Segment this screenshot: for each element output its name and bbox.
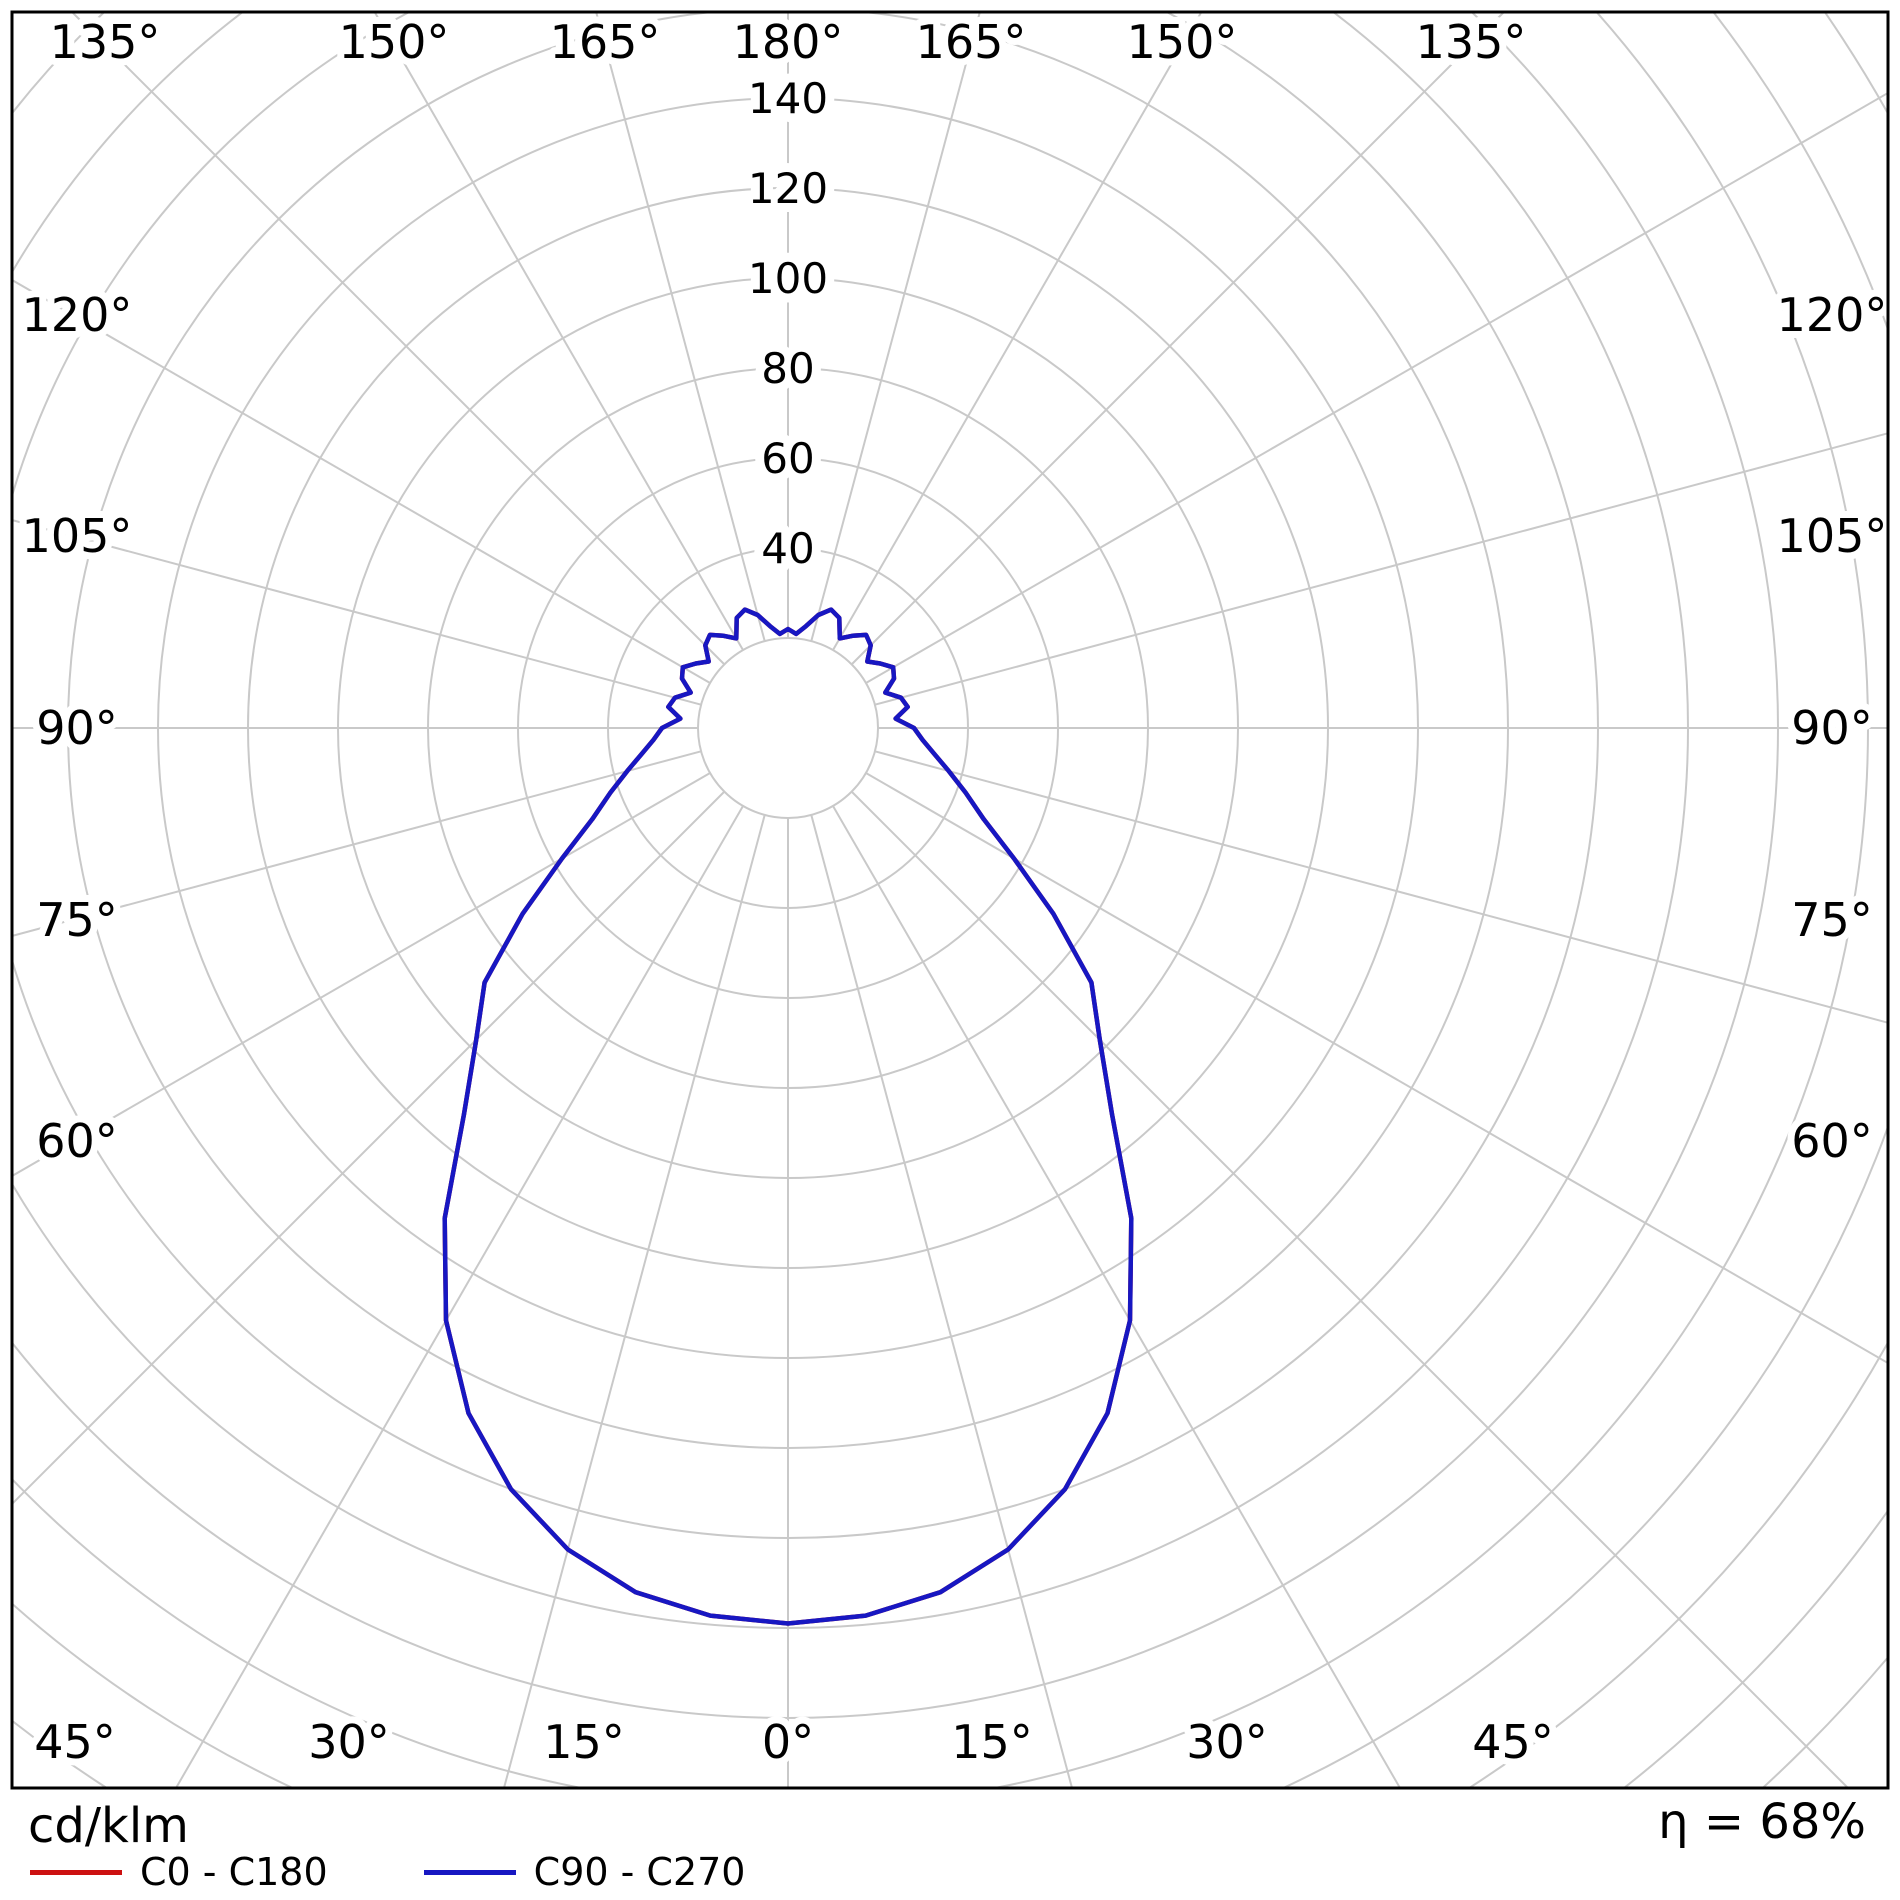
angle-label: 75° <box>1791 893 1873 947</box>
angle-label: 75° <box>36 893 118 947</box>
angle-label: 45° <box>34 1715 116 1769</box>
legend-item-c0-c180: C0 - C180 <box>30 1850 328 1894</box>
unit-label: cd/klm <box>28 1798 189 1854</box>
angle-label: 0° <box>762 1715 814 1769</box>
grid-spoke <box>810 814 1073 1787</box>
grid-spoke <box>175 805 744 1787</box>
radial-tick-label: 120 <box>748 164 828 213</box>
grid-spoke <box>874 432 1887 706</box>
legend-label-c0-c180: C0 - C180 <box>140 1850 328 1894</box>
polar-grid-and-curves <box>0 0 1900 1792</box>
legend: C0 - C180 C90 - C270 <box>30 1850 745 1894</box>
grid-spoke <box>810 13 981 642</box>
grid-spoke <box>13 519 702 706</box>
grid-spoke <box>13 772 711 1177</box>
grid-spoke <box>71 13 726 666</box>
radial-tick-label: 140 <box>748 74 828 123</box>
polar-photometric-chart: 40 60 80 100 120 140 135° 150° 165° 180° 165° 150° 1… <box>0 0 1900 1792</box>
angle-label: 105° <box>22 509 133 563</box>
angle-label: 180° <box>733 15 844 69</box>
angle-label: 165° <box>550 15 661 69</box>
grid-spoke <box>865 772 1887 1364</box>
angle-label: 45° <box>1472 1715 1554 1769</box>
grid-spoke <box>874 750 1887 1024</box>
efficiency-label: η = 68% <box>1658 1794 1866 1850</box>
grid-circle <box>13 13 1689 1629</box>
grid-spoke <box>832 805 1401 1787</box>
angle-label: 105° <box>1777 509 1888 563</box>
angle-label: 150° <box>1127 15 1238 69</box>
chart-footer: cd/klm η = 68% C0 - C180 C90 - C270 <box>0 1792 1900 1900</box>
angle-label: 135° <box>1416 15 1527 69</box>
grid-spoke <box>832 13 1202 651</box>
angle-label: 30° <box>1186 1715 1268 1769</box>
grid-circle <box>13 13 1869 1787</box>
angle-label: 30° <box>308 1715 390 1769</box>
angle-label: 165° <box>916 15 1027 69</box>
intensity-curve-C90-C270 <box>442 607 1134 1626</box>
chart-border <box>10 10 1890 1790</box>
grid-spoke <box>595 13 766 642</box>
grid-spoke <box>374 13 744 651</box>
radial-tick-label: 100 <box>748 254 828 303</box>
grid-spoke <box>13 750 702 937</box>
angle-label: 135° <box>50 15 161 69</box>
angle-label: 120° <box>22 288 133 342</box>
grid-circle <box>1761 1656 1887 1787</box>
angle-label: 120° <box>1777 288 1888 342</box>
grid-spoke <box>13 279 711 684</box>
legend-line-c0-c180 <box>30 1869 122 1875</box>
grid-circle <box>13 13 1599 1539</box>
angle-label: 90° <box>1791 701 1873 755</box>
grid-spoke <box>13 790 726 1505</box>
grid-circle <box>1623 1510 1887 1787</box>
legend-item-c90-c270: C90 - C270 <box>423 1850 746 1894</box>
grid-spoke <box>850 790 1849 1787</box>
radial-tick-label: 80 <box>761 344 814 393</box>
grid-spoke <box>865 92 1887 684</box>
grid-circle <box>13 13 1887 1787</box>
angle-label: 90° <box>36 701 118 755</box>
grid-circle <box>13 13 1779 1719</box>
angle-label: 60° <box>1791 1114 1873 1168</box>
radial-tick-label: 40 <box>761 524 814 573</box>
grid-circle <box>13 13 1887 1787</box>
angle-label: 15° <box>951 1715 1033 1769</box>
radial-tick-label: 60 <box>761 434 814 483</box>
angle-label: 60° <box>36 1114 118 1168</box>
grid-circle <box>0 0 1900 1792</box>
grid-spoke <box>850 13 1505 666</box>
grid-spoke <box>503 814 766 1787</box>
legend-label-c90-c270: C90 - C270 <box>533 1850 746 1894</box>
angle-label: 150° <box>339 15 450 69</box>
legend-line-c90-c270 <box>423 1869 516 1875</box>
grid-circle <box>697 637 879 819</box>
angle-label: 15° <box>543 1715 625 1769</box>
